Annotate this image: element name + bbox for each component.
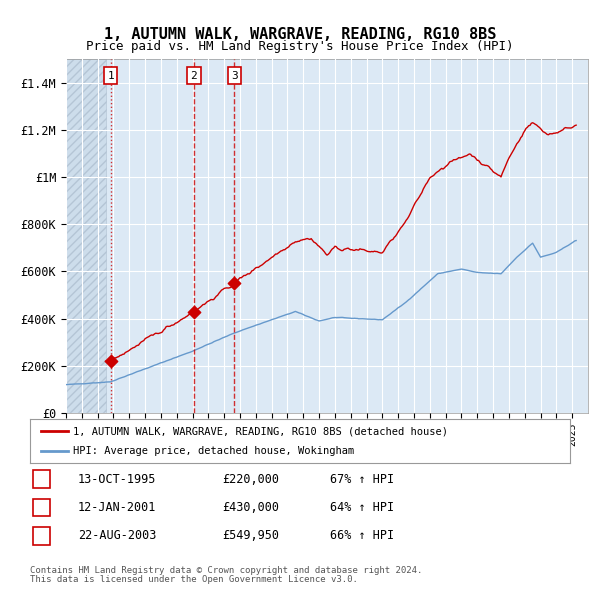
Point xyxy=(230,278,239,288)
Text: This data is licensed under the Open Government Licence v3.0.: This data is licensed under the Open Gov… xyxy=(30,575,358,584)
Text: 13-OCT-1995: 13-OCT-1995 xyxy=(78,473,157,486)
Point xyxy=(189,307,199,316)
Text: 12-JAN-2001: 12-JAN-2001 xyxy=(78,501,157,514)
Text: 1, AUTUMN WALK, WARGRAVE, READING, RG10 8BS: 1, AUTUMN WALK, WARGRAVE, READING, RG10 … xyxy=(104,27,496,41)
Text: 2: 2 xyxy=(38,501,45,514)
Text: 1: 1 xyxy=(38,473,45,486)
Text: 2: 2 xyxy=(190,71,197,80)
Text: £220,000: £220,000 xyxy=(222,473,279,486)
Text: 1: 1 xyxy=(107,71,114,80)
Text: Price paid vs. HM Land Registry's House Price Index (HPI): Price paid vs. HM Land Registry's House … xyxy=(86,40,514,53)
Text: HPI: Average price, detached house, Wokingham: HPI: Average price, detached house, Woki… xyxy=(73,446,355,455)
Text: 67% ↑ HPI: 67% ↑ HPI xyxy=(330,473,394,486)
Text: Contains HM Land Registry data © Crown copyright and database right 2024.: Contains HM Land Registry data © Crown c… xyxy=(30,566,422,575)
Text: 3: 3 xyxy=(38,529,45,542)
Text: £430,000: £430,000 xyxy=(222,501,279,514)
Text: 22-AUG-2003: 22-AUG-2003 xyxy=(78,529,157,542)
Bar xyxy=(66,59,106,413)
Text: £549,950: £549,950 xyxy=(222,529,279,542)
Text: 66% ↑ HPI: 66% ↑ HPI xyxy=(330,529,394,542)
Text: 64% ↑ HPI: 64% ↑ HPI xyxy=(330,501,394,514)
Text: 1, AUTUMN WALK, WARGRAVE, READING, RG10 8BS (detached house): 1, AUTUMN WALK, WARGRAVE, READING, RG10 … xyxy=(73,427,448,436)
Point xyxy=(106,356,116,366)
Text: 3: 3 xyxy=(231,71,238,80)
